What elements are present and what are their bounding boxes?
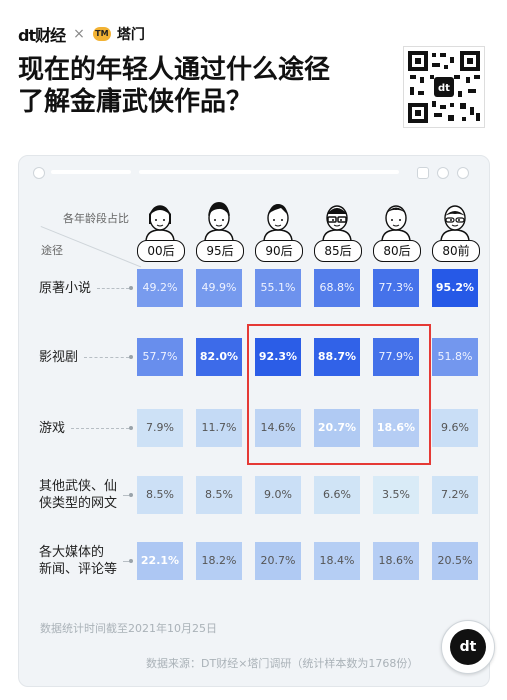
- row-leader-dot: [129, 559, 133, 563]
- heatmap-cell: 20.5%: [432, 542, 478, 580]
- corner-label-channel: 途径: [41, 244, 63, 257]
- person-avatar-icon: [263, 204, 293, 242]
- qr-code-icon: dt: [408, 51, 480, 123]
- highlight-box: [247, 324, 431, 465]
- brand-separator: ×: [73, 26, 85, 42]
- panel-window-bar: [29, 164, 479, 180]
- row-label-line: 游戏: [39, 420, 66, 436]
- column-label: 00后: [137, 240, 185, 262]
- heatmap-cell: 77.9%: [373, 338, 419, 376]
- heatmap-cell: 95.2%: [432, 269, 478, 307]
- person-avatar-icon: [440, 205, 470, 242]
- row-label-line: 其他武侠、仙: [39, 479, 118, 494]
- person-avatar-icon: [381, 205, 411, 242]
- person-avatar-icon: [145, 205, 175, 242]
- heatmap-cell: 8.5%: [137, 476, 183, 514]
- heatmap-cell: 49.9%: [196, 269, 242, 307]
- column-header: 85后: [314, 156, 362, 262]
- header: dt财经 × TM 塔门 现在的年轻人通过什么途径 了解金庸武侠作品？ dt: [0, 0, 507, 150]
- column-header: 80后: [373, 156, 421, 262]
- heatmap-cell: 20.7%: [255, 542, 301, 580]
- person-avatar-icon: [322, 205, 352, 242]
- heatmap-cell: 51.8%: [432, 338, 478, 376]
- row-label: 各大媒体的新闻、评论等: [39, 544, 117, 578]
- row-leader-dot: [129, 493, 133, 497]
- page-title: 现在的年轻人通过什么途径 了解金庸武侠作品？: [18, 54, 378, 118]
- heatmap-cell: 18.4%: [314, 542, 360, 580]
- chart-panel: 各年龄段占比 途径 00后 95后 90后 85后 80后 80前 原著小说影视剧游戏其他…: [18, 155, 490, 687]
- window-dot-icon: [457, 167, 469, 179]
- heatmap-cell: 18.6%: [373, 409, 419, 447]
- svg-text:dt: dt: [438, 83, 450, 94]
- heatmap-cell: 18.6%: [373, 542, 419, 580]
- column-header: 00后: [137, 156, 185, 262]
- heatmap-cell: 57.7%: [137, 338, 183, 376]
- row-label: 影视剧: [39, 349, 78, 366]
- heatmap-cell: 77.3%: [373, 269, 419, 307]
- title-line-2: 了解金庸武侠作品？: [18, 87, 253, 117]
- row-leader-dot: [129, 355, 133, 359]
- row-leader-line: [123, 495, 129, 496]
- row-leader-dot: [129, 286, 133, 290]
- column-label: 80后: [373, 240, 421, 262]
- column-label: 90后: [255, 240, 303, 262]
- column-label: 95后: [196, 240, 244, 262]
- window-square-icon: [417, 167, 429, 179]
- heatmap-cell: 55.1%: [255, 269, 301, 307]
- row-leader-line: [71, 428, 129, 429]
- window-bar-segment: [51, 170, 131, 174]
- column-header: 95后: [196, 156, 244, 262]
- row-label-line: 侠类型的网文: [39, 496, 118, 511]
- row-leader-line: [84, 357, 129, 358]
- column-label: 85后: [314, 240, 362, 262]
- column-header: 90后: [255, 156, 303, 262]
- row-label-line: 影视剧: [39, 349, 79, 365]
- heatmap-cell: 7.2%: [432, 476, 478, 514]
- heatmap-cell: 92.3%: [255, 338, 301, 376]
- date-footnote: 数据统计时间截至2021年10月25日: [40, 622, 217, 635]
- row-label: 游戏: [39, 420, 65, 437]
- heatmap-cell: 14.6%: [255, 409, 301, 447]
- row-label-line: 新闻、评论等: [39, 562, 118, 577]
- heatmap-cell: 9.6%: [432, 409, 478, 447]
- dt-logo: dt财经: [18, 26, 66, 45]
- heatmap-cell: 49.2%: [137, 269, 183, 307]
- heatmap-cell: 22.1%: [137, 542, 183, 580]
- window-dot-icon: [437, 167, 449, 179]
- heatmap-cell: 3.5%: [373, 476, 419, 514]
- brand-bar: dt财经 × TM 塔门: [18, 22, 145, 46]
- heatmap-cell: 6.6%: [314, 476, 360, 514]
- row-label: 其他武侠、仙 侠类型的网文: [39, 478, 117, 512]
- tamen-logo-text: 塔门: [116, 27, 145, 43]
- row-label: 原著小说: [39, 280, 91, 297]
- heatmap-cell: 9.0%: [255, 476, 301, 514]
- window-dot-icon: [33, 167, 45, 179]
- column-header: 80前: [432, 156, 480, 262]
- heatmap-cell: 7.9%: [137, 409, 183, 447]
- row-leader-dot: [129, 426, 133, 430]
- dt-logo-icon: dt: [450, 629, 486, 665]
- heatmap-cell: 20.7%: [314, 409, 360, 447]
- person-avatar-icon: [204, 202, 234, 242]
- heatmap-cell: 18.2%: [196, 542, 242, 580]
- source-footnote: 数据来源：DT财经×塔门调研（统计样本数为1768份）: [146, 657, 419, 670]
- heatmap-cell: 88.7%: [314, 338, 360, 376]
- window-bar-segment: [139, 170, 399, 174]
- column-label: 80前: [432, 240, 480, 262]
- heatmap-cell: 11.7%: [196, 409, 242, 447]
- dt-round-logo: dt: [441, 620, 495, 674]
- corner-label-share: 各年龄段占比: [63, 212, 129, 225]
- row-label-line: 各大媒体的: [39, 545, 105, 560]
- title-line-1: 现在的年轻人通过什么途径: [18, 55, 331, 85]
- row-label-line: 原著小说: [39, 280, 92, 296]
- tamen-logo-icon: TM: [92, 27, 111, 41]
- row-leader-line: [97, 288, 129, 289]
- qr-code: dt: [403, 46, 485, 128]
- row-leader-line: [123, 561, 129, 562]
- heatmap-cell: 68.8%: [314, 269, 360, 307]
- heatmap-cell: 82.0%: [196, 338, 242, 376]
- heatmap-cell: 8.5%: [196, 476, 242, 514]
